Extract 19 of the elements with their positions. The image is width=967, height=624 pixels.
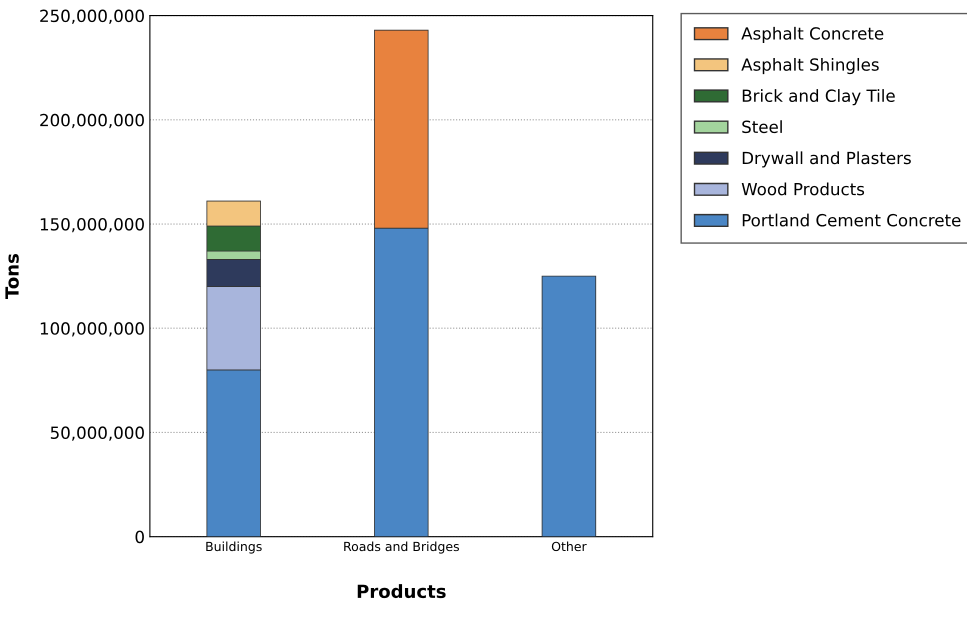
legend-label: Portland Cement Concrete xyxy=(742,214,960,227)
legend-label: Brick and Clay Tile xyxy=(742,89,895,106)
x-tick-label: Other xyxy=(552,542,587,552)
y-tick-label: 250,000,000 xyxy=(40,10,144,24)
y-axis-title: Tons xyxy=(5,254,19,299)
legend-label: Asphalt Concrete xyxy=(741,26,884,43)
legend-label: Steel xyxy=(742,120,782,134)
legend-label: Asphalt Shingles xyxy=(741,58,879,74)
y-tick-label: 200,000,000 xyxy=(40,114,144,128)
x-tick-label: Roads and Bridges xyxy=(344,542,459,554)
y-tick-label: 100,000,000 xyxy=(40,322,144,336)
legend-label: Wood Products xyxy=(742,182,864,196)
bar xyxy=(542,276,596,537)
x-axis-title: Products xyxy=(358,584,446,598)
y-tick-label: 150,000,000 xyxy=(40,218,144,232)
y-tick-label: 0 xyxy=(136,530,144,544)
x-tick-label: Buildings xyxy=(206,542,262,554)
y-tick-label: 50,000,000 xyxy=(50,426,144,441)
legend-label: Drywall and Plasters xyxy=(742,151,911,168)
